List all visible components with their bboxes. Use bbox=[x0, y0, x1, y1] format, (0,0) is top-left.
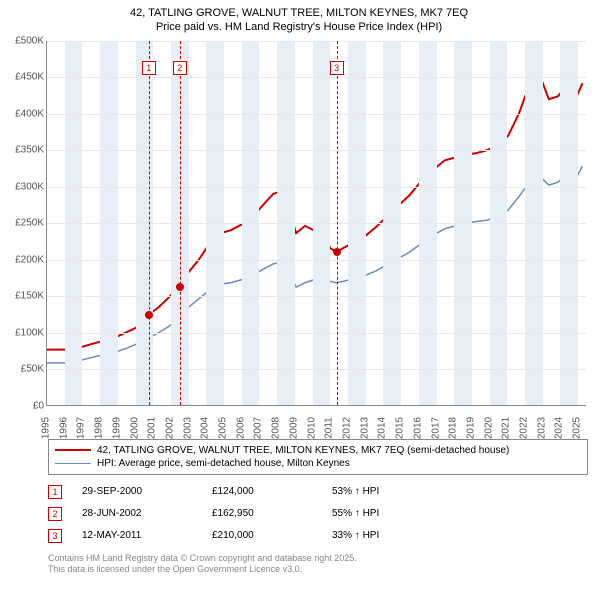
sale-point bbox=[145, 311, 153, 319]
x-tick-label: 2015 bbox=[395, 416, 406, 438]
y-tick-label: £300K bbox=[6, 181, 44, 192]
footer-line-1: Contains HM Land Registry data © Crown c… bbox=[48, 553, 357, 563]
sale-marker-line bbox=[180, 41, 181, 405]
y-tick-label: £50K bbox=[6, 364, 44, 375]
event-row: 1 29-SEP-2000 £124,000 53% ↑ HPI bbox=[48, 481, 592, 503]
x-tick-label: 2006 bbox=[235, 416, 246, 438]
legend-swatch bbox=[55, 463, 91, 464]
gridline bbox=[47, 41, 586, 42]
event-date: 12-MAY-2011 bbox=[82, 530, 192, 541]
y-tick-label: £400K bbox=[6, 108, 44, 119]
x-tick-label: 2005 bbox=[218, 416, 229, 438]
event-row: 3 12-MAY-2011 £210,000 33% ↑ HPI bbox=[48, 525, 592, 547]
x-tick-label: 2009 bbox=[288, 416, 299, 438]
event-number-box: 2 bbox=[48, 507, 62, 521]
gridline bbox=[47, 187, 586, 188]
x-tick-label: 2019 bbox=[465, 416, 476, 438]
y-tick-label: £500K bbox=[6, 35, 44, 46]
x-tick-label: 2020 bbox=[483, 416, 494, 438]
x-tick-label: 2003 bbox=[182, 416, 193, 438]
chart-title: 42, TATLING GROVE, WALNUT TREE, MILTON K… bbox=[6, 6, 592, 35]
event-delta: 33% ↑ HPI bbox=[332, 530, 379, 541]
sale-marker-label: 3 bbox=[330, 61, 344, 75]
event-price: £124,000 bbox=[212, 486, 312, 497]
event-delta: 55% ↑ HPI bbox=[332, 508, 379, 519]
x-tick-label: 2011 bbox=[324, 417, 335, 439]
y-tick-label: £200K bbox=[6, 254, 44, 265]
gridline bbox=[47, 150, 586, 151]
x-tick-label: 2022 bbox=[519, 416, 530, 438]
legend-swatch bbox=[55, 449, 91, 451]
sale-point bbox=[333, 248, 341, 256]
sale-point bbox=[176, 283, 184, 291]
sale-marker-label: 2 bbox=[173, 61, 187, 75]
gridline bbox=[47, 333, 586, 334]
x-tick-label: 2023 bbox=[536, 416, 547, 438]
legend-label: 42, TATLING GROVE, WALNUT TREE, MILTON K… bbox=[97, 445, 509, 456]
x-tick-label: 2024 bbox=[554, 416, 565, 438]
x-tick-label: 1999 bbox=[111, 416, 122, 438]
sale-marker-label: 1 bbox=[142, 61, 156, 75]
legend-item: HPI: Average price, semi-detached house,… bbox=[55, 457, 581, 470]
x-tick-label: 2008 bbox=[271, 416, 282, 438]
gridline bbox=[47, 369, 586, 370]
legend-label: HPI: Average price, semi-detached house,… bbox=[97, 458, 350, 469]
x-tick-label: 2017 bbox=[430, 416, 441, 438]
x-tick-label: 2000 bbox=[129, 416, 140, 438]
events-table: 1 29-SEP-2000 £124,000 53% ↑ HPI 2 28-JUN-200… bbox=[48, 481, 592, 547]
y-tick-label: £250K bbox=[6, 218, 44, 229]
event-delta: 53% ↑ HPI bbox=[332, 486, 379, 497]
x-tick-label: 2012 bbox=[341, 416, 352, 438]
event-row: 2 28-JUN-2002 £162,950 55% ↑ HPI bbox=[48, 503, 592, 525]
title-line-2: Price paid vs. HM Land Registry's House … bbox=[156, 21, 442, 33]
gridline bbox=[47, 223, 586, 224]
x-tick-label: 2002 bbox=[164, 416, 175, 438]
y-tick-label: £450K bbox=[6, 72, 44, 83]
chart-container: 42, TATLING GROVE, WALNUT TREE, MILTON K… bbox=[0, 0, 600, 584]
event-price: £210,000 bbox=[212, 530, 312, 541]
chart-area: 1 2 3 £0 £50K £100K £150K £200K £250K £300K £350K… bbox=[6, 35, 590, 435]
x-tick-label: 1995 bbox=[41, 416, 52, 438]
y-tick-label: £100K bbox=[6, 327, 44, 338]
x-tick-label: 2021 bbox=[501, 416, 512, 438]
y-tick-label: £150K bbox=[6, 291, 44, 302]
gridline bbox=[47, 114, 586, 115]
event-date: 29-SEP-2000 bbox=[82, 486, 192, 497]
gridline bbox=[47, 260, 586, 261]
legend-item: 42, TATLING GROVE, WALNUT TREE, MILTON K… bbox=[55, 444, 581, 457]
y-tick-label: £350K bbox=[6, 145, 44, 156]
x-tick-label: 2010 bbox=[306, 416, 317, 438]
event-number-box: 1 bbox=[48, 485, 62, 499]
x-tick-label: 2001 bbox=[147, 416, 158, 438]
sale-marker-line bbox=[337, 41, 338, 405]
x-tick-label: 2013 bbox=[359, 416, 370, 438]
event-date: 28-JUN-2002 bbox=[82, 508, 192, 519]
footer-line-2: This data is licensed under the Open Gov… bbox=[48, 564, 302, 574]
sale-marker-line bbox=[149, 41, 150, 405]
gridline bbox=[47, 77, 586, 78]
x-tick-label: 1996 bbox=[58, 416, 69, 438]
x-tick-label: 1997 bbox=[76, 416, 87, 438]
plot-region: 1 2 3 bbox=[46, 41, 586, 406]
x-tick-label: 2004 bbox=[200, 416, 211, 438]
x-tick-label: 2016 bbox=[412, 416, 423, 438]
x-tick-label: 2007 bbox=[253, 416, 264, 438]
x-tick-label: 2018 bbox=[448, 416, 459, 438]
event-number-box: 3 bbox=[48, 529, 62, 543]
event-price: £162,950 bbox=[212, 508, 312, 519]
legend: 42, TATLING GROVE, WALNUT TREE, MILTON K… bbox=[48, 439, 588, 475]
footer-attribution: Contains HM Land Registry data © Crown c… bbox=[48, 553, 592, 576]
x-tick-label: 2014 bbox=[377, 416, 388, 438]
title-line-1: 42, TATLING GROVE, WALNUT TREE, MILTON K… bbox=[130, 7, 468, 19]
x-tick-label: 2025 bbox=[572, 416, 583, 438]
y-tick-label: £0 bbox=[6, 400, 44, 411]
x-tick-label: 1998 bbox=[94, 416, 105, 438]
gridline bbox=[47, 296, 586, 297]
